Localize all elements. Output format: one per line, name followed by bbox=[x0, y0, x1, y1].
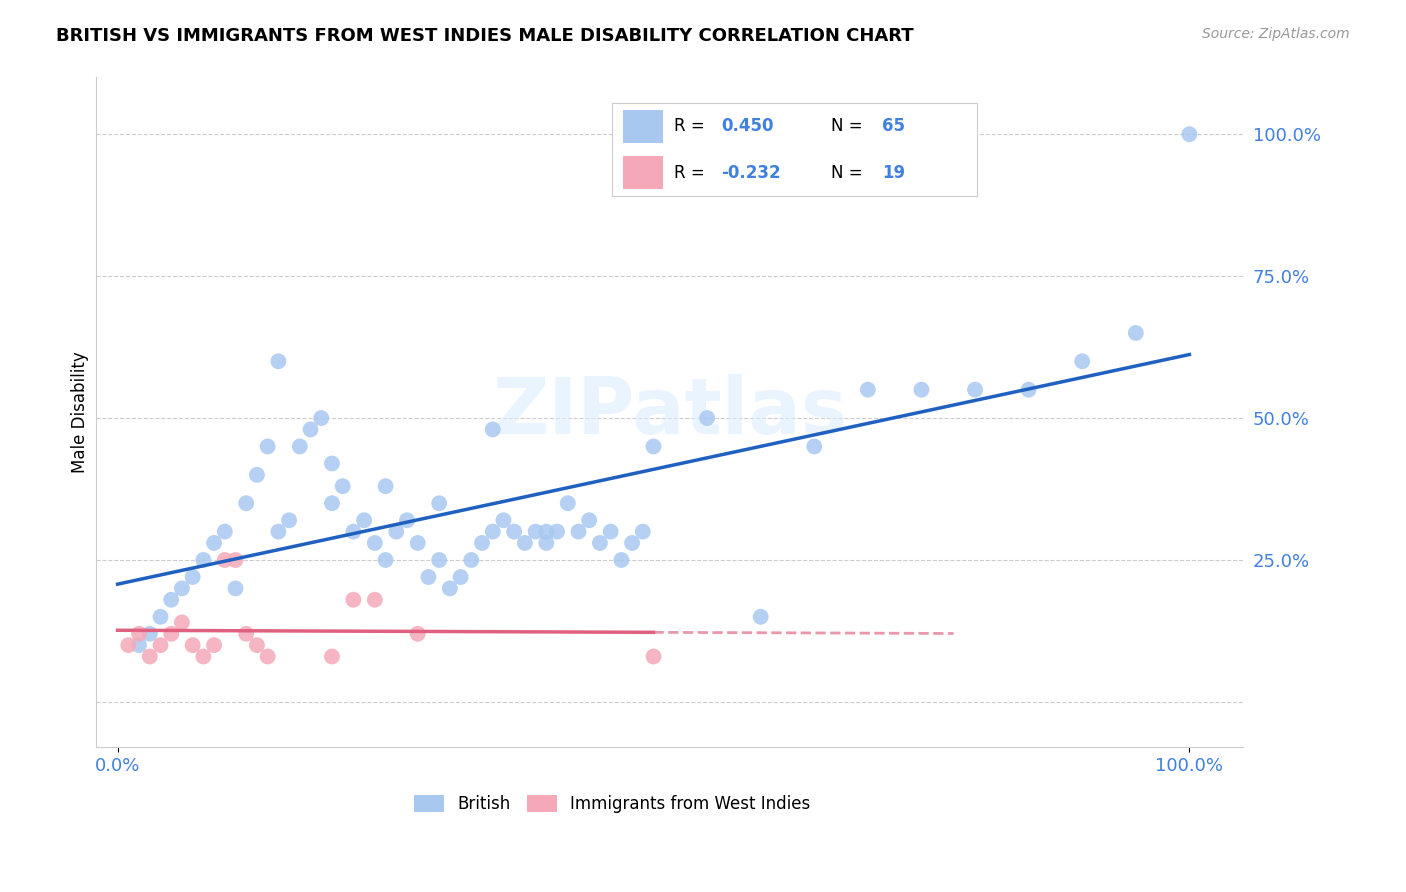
Point bbox=[202, 638, 225, 652]
Point bbox=[353, 513, 375, 527]
Point bbox=[364, 592, 387, 607]
Point bbox=[374, 479, 396, 493]
Point bbox=[406, 627, 429, 641]
Point bbox=[492, 513, 515, 527]
Point bbox=[374, 553, 396, 567]
Point bbox=[139, 649, 162, 664]
Text: R =: R = bbox=[673, 164, 710, 182]
Point bbox=[567, 524, 589, 539]
Point bbox=[160, 592, 183, 607]
Legend: British, Immigrants from West Indies: British, Immigrants from West Indies bbox=[413, 795, 811, 813]
Point bbox=[288, 440, 311, 454]
Point bbox=[610, 553, 633, 567]
Text: -0.232: -0.232 bbox=[721, 164, 780, 182]
Point bbox=[149, 638, 172, 652]
Point bbox=[856, 383, 879, 397]
Point bbox=[385, 524, 408, 539]
Point bbox=[963, 383, 986, 397]
Point bbox=[643, 649, 665, 664]
Point bbox=[503, 524, 526, 539]
Point bbox=[139, 627, 162, 641]
Point bbox=[256, 649, 278, 664]
Point bbox=[589, 536, 612, 550]
Point bbox=[803, 440, 825, 454]
Text: ZIPatlas: ZIPatlas bbox=[492, 375, 846, 450]
Point bbox=[427, 553, 450, 567]
Point bbox=[513, 536, 536, 550]
Point bbox=[235, 496, 257, 510]
Point bbox=[578, 513, 600, 527]
Point bbox=[117, 638, 139, 652]
Text: BRITISH VS IMMIGRANTS FROM WEST INDIES MALE DISABILITY CORRELATION CHART: BRITISH VS IMMIGRANTS FROM WEST INDIES M… bbox=[56, 27, 914, 45]
Text: 0.450: 0.450 bbox=[721, 117, 773, 135]
Point bbox=[696, 411, 718, 425]
Point bbox=[481, 524, 503, 539]
Point bbox=[536, 524, 558, 539]
Point bbox=[1018, 383, 1040, 397]
Point bbox=[267, 524, 290, 539]
Point bbox=[256, 440, 278, 454]
Point bbox=[128, 638, 150, 652]
FancyBboxPatch shape bbox=[623, 110, 662, 143]
Point bbox=[342, 592, 364, 607]
Point bbox=[128, 627, 150, 641]
Point bbox=[1071, 354, 1094, 368]
Text: R =: R = bbox=[673, 117, 710, 135]
Point bbox=[181, 570, 204, 584]
Point bbox=[524, 524, 547, 539]
Point bbox=[332, 479, 354, 493]
Point bbox=[225, 553, 247, 567]
Point bbox=[481, 422, 503, 436]
Point bbox=[749, 609, 772, 624]
Point bbox=[225, 582, 247, 596]
Text: 65: 65 bbox=[882, 117, 905, 135]
Point bbox=[149, 609, 172, 624]
Text: N =: N = bbox=[831, 117, 868, 135]
Point bbox=[321, 649, 343, 664]
Point bbox=[643, 440, 665, 454]
Point bbox=[278, 513, 301, 527]
Point bbox=[214, 553, 236, 567]
Point bbox=[235, 627, 257, 641]
Point bbox=[631, 524, 654, 539]
Point bbox=[450, 570, 472, 584]
Point bbox=[910, 383, 932, 397]
Point bbox=[471, 536, 494, 550]
Point bbox=[246, 467, 269, 482]
Text: 19: 19 bbox=[882, 164, 905, 182]
Point bbox=[546, 524, 568, 539]
Y-axis label: Male Disability: Male Disability bbox=[72, 351, 89, 474]
Point bbox=[364, 536, 387, 550]
Point bbox=[267, 354, 290, 368]
Point bbox=[299, 422, 322, 436]
Point bbox=[1178, 127, 1201, 141]
Point bbox=[621, 536, 644, 550]
Text: N =: N = bbox=[831, 164, 868, 182]
FancyBboxPatch shape bbox=[623, 156, 662, 189]
Point bbox=[460, 553, 482, 567]
Text: Source: ZipAtlas.com: Source: ZipAtlas.com bbox=[1202, 27, 1350, 41]
Point bbox=[1125, 326, 1147, 340]
Point bbox=[246, 638, 269, 652]
Point bbox=[214, 524, 236, 539]
Point bbox=[427, 496, 450, 510]
Point bbox=[395, 513, 418, 527]
Point bbox=[418, 570, 440, 584]
Point bbox=[309, 411, 332, 425]
Point bbox=[439, 582, 461, 596]
Point bbox=[193, 553, 215, 567]
Point bbox=[599, 524, 621, 539]
Point bbox=[193, 649, 215, 664]
Point bbox=[406, 536, 429, 550]
Point bbox=[557, 496, 579, 510]
Point bbox=[342, 524, 364, 539]
Point bbox=[202, 536, 225, 550]
Point bbox=[170, 615, 193, 630]
Point bbox=[160, 627, 183, 641]
Point bbox=[321, 496, 343, 510]
Point bbox=[170, 582, 193, 596]
Point bbox=[181, 638, 204, 652]
Point bbox=[321, 457, 343, 471]
Point bbox=[536, 536, 558, 550]
